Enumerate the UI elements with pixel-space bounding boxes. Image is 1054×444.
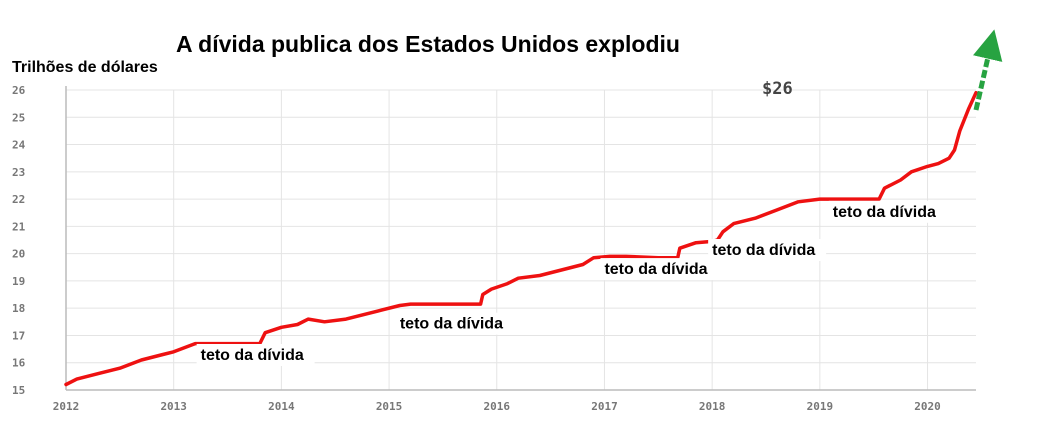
y-axis-label: Trilhões de dólares [12,59,158,76]
annotation-debt-ceiling: teto da dívida [400,316,503,333]
x-tick-label: 2016 [484,400,511,413]
series-group [64,90,978,387]
growth-arrow [973,29,1003,111]
x-tick-label: 2019 [807,400,834,413]
x-tick-label: 2015 [376,400,403,413]
y-tick-label: 24 [12,139,26,152]
y-tick-label: 23 [12,166,25,179]
x-tick-label: 2018 [699,400,726,413]
x-tick-labels: 2012 2013 2014 2015 2016 2017 2018 2019 2020 [53,400,941,413]
annotation-bg [600,258,719,281]
annotation-bg [196,344,315,366]
debt-line [64,90,978,387]
x-tick-label: 2014 [268,400,295,413]
annotation-bg [708,239,827,261]
x-tick-label: 2020 [914,400,941,413]
annotations: teto da dívida teto da dívida teto da dívi… [196,200,947,366]
annotation-debt-ceiling: teto da dívida [201,347,304,364]
end-value-label: $26 [762,79,793,99]
x-tick-label: 2017 [591,400,618,413]
y-tick-label: 21 [12,220,26,233]
y-tick-label: 18 [12,302,25,315]
annotation-debt-ceiling: teto da dívida [604,261,707,278]
chart-title: A dívida publica dos Estados Unidos expl… [176,31,680,57]
y-tick-label: 22 [12,193,25,206]
y-tick-label: 26 [12,84,26,97]
x-tick-label: 2012 [53,400,80,413]
x-tick-label: 2013 [160,400,187,413]
y-tick-label: 17 [12,329,25,342]
y-tick-label: 25 [12,111,25,124]
annotation-bg [828,200,947,223]
y-tick-label: 15 [12,384,25,397]
annotation-debt-ceiling: teto da dívida [712,242,815,259]
y-tick-label: 16 [12,357,26,370]
grid [65,86,976,391]
annotation-debt-ceiling: teto da dívida [833,204,936,221]
y-tick-labels: 15 16 17 18 19 20 21 22 23 24 25 26 [12,84,26,397]
annotation-bg [395,312,514,335]
y-tick-label: 19 [12,275,25,288]
y-tick-label: 20 [12,248,25,261]
